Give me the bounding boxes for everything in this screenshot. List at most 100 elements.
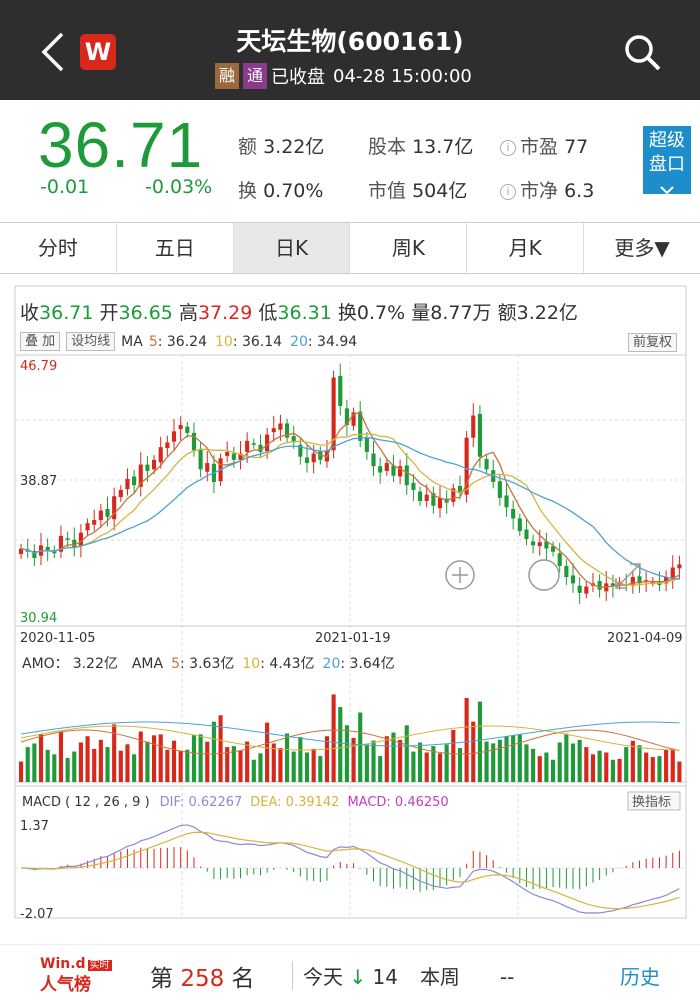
top-bar: W 天坛生物(600161) 融 通 已收盘 04-28 15:00:00: [0, 0, 700, 100]
volume-bar: [551, 759, 556, 782]
candle: [285, 418, 290, 443]
crosshair-icon[interactable]: [528, 559, 560, 591]
candle: [411, 474, 416, 502]
history-link[interactable]: 历史: [620, 965, 660, 989]
volume-bar: [45, 749, 50, 782]
volume-bar: [451, 729, 456, 782]
back-arrow-icon[interactable]: [36, 28, 72, 76]
candle: [531, 534, 536, 554]
amount-stat: 额 3.22亿: [238, 136, 325, 158]
volume-bar: [670, 748, 675, 782]
candle: [517, 513, 522, 536]
candle: [597, 574, 602, 598]
volume-bar: [265, 722, 270, 782]
popularity-bar[interactable]: Win.d 实时 人气榜 第 258 名 今天 ↓ 14 本周 -- 历史: [0, 944, 700, 1007]
candle: [364, 431, 369, 460]
candle: [125, 468, 130, 496]
candle: [344, 399, 349, 437]
info-icon[interactable]: i: [500, 184, 516, 200]
volume-bar: [191, 735, 197, 782]
volume-bar: [437, 753, 443, 782]
tab-monthly-k[interactable]: 月K: [467, 223, 585, 273]
candle: [251, 438, 256, 449]
candle: [225, 441, 230, 463]
pe-stat[interactable]: i 市盈 77: [500, 132, 588, 159]
volume-bar: [324, 736, 330, 782]
period-tabs: 分时 五日 日K 周K 月K 更多▼: [0, 222, 700, 274]
volume-bar: [398, 739, 403, 782]
ma10-line: [20, 433, 680, 586]
volume-bar: [617, 758, 622, 782]
candle: [185, 421, 190, 438]
status-line: 融 通 已收盘 04-28 15:00:00: [215, 62, 472, 90]
volume-bar: [318, 756, 323, 782]
volume-bar: [504, 736, 509, 782]
kline-chart[interactable]: 46.79 38.87 30.94 2020-11-05 2021-01-19 …: [0, 0, 700, 944]
candle: [152, 455, 157, 475]
volume-bar: [92, 748, 97, 782]
ma20-line: [20, 437, 680, 580]
candle: [112, 487, 117, 531]
date-label: 2021-01-19: [315, 631, 391, 646]
candle: [298, 438, 303, 465]
tab-five-day[interactable]: 五日: [117, 223, 234, 273]
volume-bar: [98, 739, 103, 782]
candle: [45, 538, 50, 562]
volume-bar: [118, 750, 123, 782]
volume-bar: [517, 734, 522, 782]
candle: [398, 459, 403, 485]
turnover-stat: 换 0.70%: [238, 180, 324, 202]
volume-bar: [152, 735, 157, 782]
tab-more[interactable]: 更多▼: [614, 236, 670, 260]
volume-bar: [311, 748, 316, 782]
volume-bar: [251, 759, 256, 782]
macd-label: MACD ( 12 , 26 , 9 ) DIF: 0.62267 DEA: 0.3…: [22, 795, 449, 810]
volume-bar: [72, 751, 77, 782]
date-label: 2021-04-09: [607, 631, 683, 646]
set-ma-button[interactable]: 设均线: [66, 332, 116, 351]
candles: [19, 363, 682, 604]
pb-stat[interactable]: i 市净 6.3: [500, 176, 594, 203]
candle: [511, 500, 516, 530]
candle: [418, 486, 423, 506]
dif-line: [21, 824, 680, 914]
ama5-line: [20, 729, 680, 755]
mktcap-stat: 市值 504亿: [368, 180, 468, 202]
candle: [371, 441, 376, 476]
tab-weekly-k[interactable]: 周K: [350, 223, 468, 273]
overlay-button[interactable]: 叠 加: [20, 332, 61, 351]
volume-bar: [411, 751, 416, 782]
super-orderbook-button[interactable]: 超级 盘口: [643, 126, 691, 195]
candle: [584, 581, 589, 599]
candle: [537, 529, 542, 556]
candle: [551, 541, 556, 557]
volume-bar: [378, 756, 383, 782]
switch-indicator-button[interactable]: [627, 791, 681, 811]
search-icon[interactable]: [622, 32, 662, 72]
fullscreen-icon[interactable]: [615, 563, 641, 589]
volume-bar: [584, 747, 589, 782]
volume-bar: [165, 749, 170, 782]
volume-bar: [677, 761, 682, 782]
tab-intraday[interactable]: 分时: [0, 223, 117, 273]
tab-daily-k[interactable]: 日K: [233, 223, 351, 273]
info-icon[interactable]: i: [500, 140, 516, 156]
volume-bar: [537, 756, 542, 782]
volume-bar: [431, 746, 436, 782]
candle: [437, 485, 443, 518]
candle: [544, 532, 549, 560]
zoom-in-icon[interactable]: [445, 560, 475, 590]
volume-bar: [577, 739, 582, 782]
dea-line: [21, 831, 680, 910]
candle: [92, 509, 97, 532]
ama20-line: [20, 721, 680, 747]
candle: [590, 572, 596, 593]
ohlc-summary: 收36.71 开36.65 高37.29 低36.31 换0.7% 量8.77万…: [20, 302, 578, 324]
volume-bar: [610, 759, 615, 782]
volume-bar: [364, 744, 369, 782]
volume-bar: [664, 749, 669, 782]
ma-legend: 叠 加 设均线 MA 5: 36.24 10: 36.14 20: 34.94: [20, 332, 357, 351]
adjust-mode-button[interactable]: 前复权: [628, 333, 678, 352]
candle: [524, 519, 529, 546]
candle: [338, 363, 343, 416]
